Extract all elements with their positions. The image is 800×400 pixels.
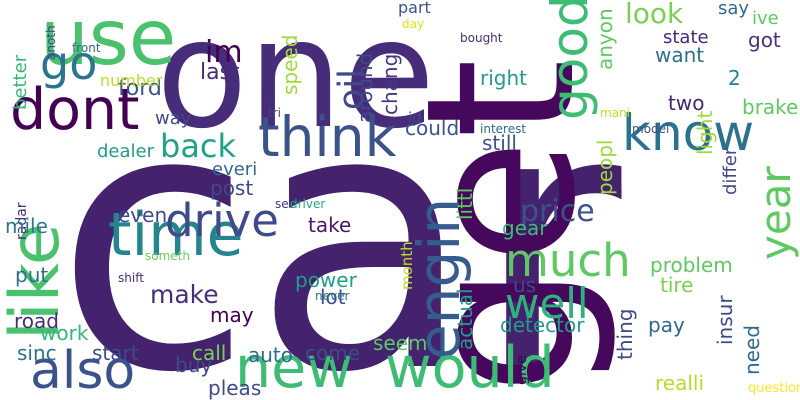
word-someth: someth	[145, 249, 190, 263]
word-interest: interest	[480, 122, 527, 136]
word-come: come	[305, 341, 361, 365]
word-two: two	[668, 91, 705, 115]
word-model: model	[632, 122, 670, 136]
word-much: much	[505, 234, 631, 287]
word-dont: dont	[10, 77, 140, 143]
word-make: make	[150, 280, 219, 309]
word-lot: lot	[320, 285, 346, 309]
word-well: well	[505, 279, 589, 328]
word-new: new	[235, 335, 353, 400]
word-im: im	[205, 35, 243, 70]
word-time: time	[108, 200, 244, 270]
word-take: take	[308, 213, 352, 237]
word-state: state	[663, 27, 709, 48]
word-car: car	[55, 32, 622, 400]
word-want: want	[655, 43, 705, 67]
word-know: know	[622, 104, 755, 162]
word-actual: actual	[453, 288, 477, 350]
word-could: could	[405, 116, 460, 140]
word-mile: mile	[5, 214, 48, 238]
word-shift: shift	[118, 271, 144, 285]
word-call: call	[192, 341, 227, 365]
word-chang: chang	[378, 53, 402, 115]
word-number: number	[100, 71, 163, 90]
word-id: id	[408, 109, 422, 127]
word-pleas: pleas	[208, 376, 262, 400]
word-see: see	[275, 197, 297, 211]
word-drive: drive	[165, 194, 279, 247]
word-speed: speed	[278, 34, 302, 95]
word-year: year	[751, 166, 800, 260]
word-go: go	[40, 36, 98, 90]
word-front: front	[72, 41, 101, 55]
word-around: around	[353, 52, 377, 123]
word-still: still	[482, 131, 517, 155]
word-start: start	[92, 341, 139, 365]
word-auto: auto	[248, 343, 294, 367]
word-need: need	[740, 325, 764, 375]
word-us: us	[513, 273, 537, 297]
word-detector: detector	[500, 313, 585, 337]
word-good: good	[541, 0, 599, 120]
word-got: got	[748, 28, 781, 52]
word-tire: tire	[660, 273, 694, 297]
word-anyon: anyon	[593, 8, 617, 70]
word-buy: buy	[175, 353, 213, 377]
word-back: back	[160, 127, 237, 165]
word-brake: brake	[742, 95, 799, 119]
word-think: think	[258, 105, 397, 169]
word-post: post	[210, 176, 254, 200]
word-littl: littl	[453, 187, 477, 220]
word-work: work	[40, 321, 89, 345]
word-problem: problem	[650, 253, 733, 277]
word-right: right	[480, 66, 527, 90]
word-peopl: peopl	[593, 139, 617, 196]
word-driver: driver	[290, 197, 326, 211]
word-would: would	[385, 335, 555, 400]
word-sinc: sinc	[17, 341, 57, 365]
word-look: look	[625, 0, 684, 30]
word-seem: seem	[373, 331, 428, 355]
word-2: 2	[728, 66, 741, 90]
word-bought: bought	[460, 31, 503, 45]
word-one: one	[156, 0, 436, 162]
word-ive: ive	[752, 8, 779, 29]
word-thing: thing	[613, 308, 637, 360]
word-insur: insur	[713, 295, 737, 345]
word-ford: ford	[118, 76, 162, 101]
word-pay: pay	[648, 313, 685, 337]
word-way: way	[155, 108, 192, 129]
word-mani: mani	[600, 106, 630, 120]
word-even: even	[118, 203, 168, 227]
word-last: last	[200, 60, 240, 85]
word-gear: gear	[502, 216, 548, 240]
word-never: never	[315, 289, 350, 303]
word-tri: tri	[268, 106, 281, 120]
word-question: question	[748, 381, 800, 396]
word-use: use	[40, 0, 177, 83]
word-put: put	[15, 263, 49, 287]
word-everi: everi	[212, 159, 258, 180]
word-price: price	[520, 194, 595, 229]
word-dealer: dealer	[97, 141, 155, 162]
word-may: may	[210, 303, 254, 327]
word-anoth: anoth	[44, 25, 58, 60]
word-power: power	[295, 268, 357, 292]
word-realli: realli	[655, 371, 705, 395]
word-month: month	[398, 241, 416, 290]
word-differ: differ	[720, 147, 741, 195]
word-better: better	[10, 54, 31, 110]
word-day: day	[402, 17, 425, 31]
word-give: give	[514, 355, 530, 385]
word-light: light	[693, 110, 717, 155]
word-part: part	[398, 0, 431, 17]
word-say: say	[718, 0, 750, 19]
word-road: road	[14, 309, 59, 333]
word-also: also	[30, 341, 136, 400]
